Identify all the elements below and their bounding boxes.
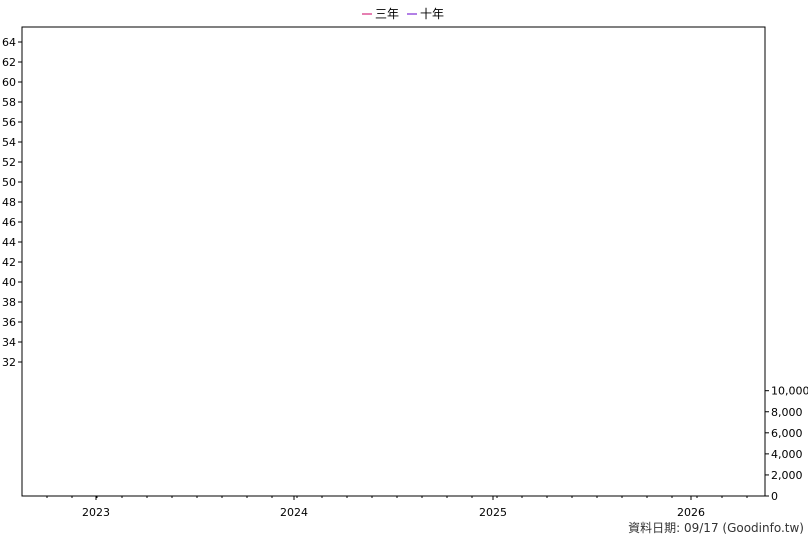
price-tick-label: 60	[2, 76, 16, 89]
x-tick-label: 2025	[479, 506, 507, 519]
price-tick-label: 40	[2, 276, 16, 289]
price-tick-label: 46	[2, 216, 16, 229]
volume-tick-label: 8,000	[771, 406, 803, 419]
volume-tick-label: 2,000	[771, 469, 803, 482]
price-tick-label: 50	[2, 176, 16, 189]
price-tick-label: 62	[2, 56, 16, 69]
x-tick-label: 2026	[677, 506, 705, 519]
price-tick-label: 42	[2, 256, 16, 269]
volume-tick-label: 4,000	[771, 448, 803, 461]
price-tick-label: 32	[2, 356, 16, 369]
legend-label: 三年	[375, 7, 399, 21]
plot-frame	[21, 26, 766, 497]
price-tick-label: 54	[2, 136, 16, 149]
legend: 三年 十年	[362, 7, 444, 21]
x-tick-label: 2023	[82, 506, 110, 519]
x-tick-label: 2024	[280, 506, 308, 519]
volume-tick-label: 0	[771, 490, 778, 503]
price-tick-label: 58	[2, 96, 16, 109]
data-date-source: 資料日期: 09/17 (Goodinfo.tw)	[628, 521, 804, 535]
price-tick-label: 52	[2, 156, 16, 169]
volume-tick-label: 6,000	[771, 427, 803, 440]
price-tick-label: 64	[2, 36, 16, 49]
price-tick-label: 44	[2, 236, 16, 249]
price-tick-label: 56	[2, 116, 16, 129]
legend-label: 十年	[420, 7, 444, 21]
volume-tick-label: 10,000	[771, 385, 808, 398]
price-tick-label: 48	[2, 196, 16, 209]
price-tick-label: 38	[2, 296, 16, 309]
price-tick-label: 34	[2, 336, 16, 349]
price-tick-label: 36	[2, 316, 16, 329]
axes: 32 34 36 38 40 42 44 46 48 50 52 54 56 58 60 62 64 0 2,000…	[2, 26, 808, 519]
